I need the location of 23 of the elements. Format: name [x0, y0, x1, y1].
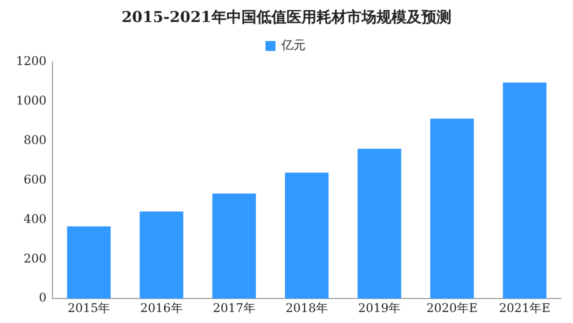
y-tick-label: 600: [24, 172, 47, 186]
x-tick-label: 2020年E: [426, 300, 478, 315]
x-tick-label: 2017年: [212, 300, 256, 315]
bar: [430, 118, 474, 299]
x-tick-label: 2018年: [285, 300, 328, 315]
x-tick-label: 2019年: [358, 300, 401, 315]
y-tick-label: 1000: [16, 94, 47, 108]
chart-title: 2015-2021年中国低值医用耗材市场规模及预测: [120, 7, 452, 28]
x-tick-label: 2021年E: [499, 300, 550, 315]
bar: [284, 172, 329, 299]
bar: [140, 211, 184, 299]
x-tick-label: 2016年: [140, 300, 183, 315]
y-tick-label: 200: [24, 251, 47, 266]
y-tick-label: 0: [38, 290, 47, 305]
y-tick-label: 400: [24, 212, 47, 226]
bar: [358, 148, 402, 299]
y-tick-label: 800: [24, 132, 47, 147]
bar: [212, 194, 256, 299]
y-tick-label: 1200: [16, 54, 47, 68]
legend-label: 亿元: [280, 38, 306, 52]
bar: [502, 82, 546, 299]
bar: [67, 226, 111, 299]
x-tick-label: 2015年: [68, 300, 110, 315]
